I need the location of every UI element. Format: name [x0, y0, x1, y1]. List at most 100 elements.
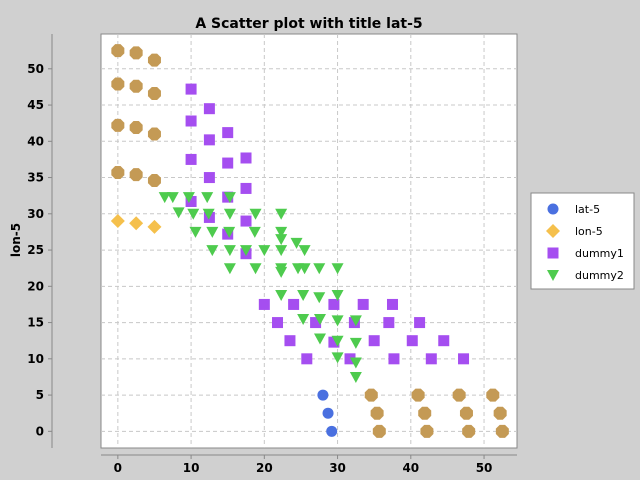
point-dummy1 [185, 153, 197, 165]
point-unnamed [147, 53, 161, 67]
y-tick-label: 10 [27, 352, 44, 366]
point-dummy1 [438, 335, 450, 347]
point-dummy1 [386, 298, 398, 310]
plot-area [100, 33, 518, 449]
point-dummy2 [313, 292, 326, 304]
point-dummy1 [310, 317, 322, 329]
point-dummy2 [275, 290, 288, 302]
point-dummy2 [349, 371, 362, 383]
point-dummy1 [328, 298, 340, 310]
y-tick-label: 20 [27, 279, 44, 293]
point-dummy1 [328, 336, 340, 348]
point-dummy1 [240, 152, 252, 164]
point-dummy1 [414, 317, 426, 329]
point-dummy2 [349, 357, 362, 369]
point-unnamed [147, 173, 161, 187]
point-dummy2 [275, 208, 288, 220]
point-dummy2 [331, 352, 344, 364]
point-dummy2 [313, 333, 326, 345]
point-unnamed [129, 46, 143, 60]
point-unnamed [372, 424, 386, 438]
point-dummy1 [185, 115, 197, 127]
y-tick-label: 50 [27, 62, 44, 76]
point-unnamed [111, 44, 125, 58]
point-dummy1 [288, 298, 300, 310]
x-axis-ticks: 0 10 20 30 40 50 [114, 455, 492, 475]
point-dummy2 [297, 313, 310, 325]
point-dummy1 [458, 353, 470, 365]
legend-label-dummy1: dummy1 [575, 247, 624, 260]
point-dummy2 [275, 226, 288, 238]
point-unnamed [129, 79, 143, 93]
point-dummy2 [182, 192, 195, 204]
legend-label-dummy2: dummy2 [575, 269, 624, 282]
point-dummy2 [249, 263, 262, 275]
point-dummy2 [290, 237, 303, 249]
point-dummy1 [203, 134, 215, 146]
point-dummy2 [201, 192, 214, 204]
point-dummy1 [301, 353, 313, 365]
point-unnamed [111, 118, 125, 132]
point-dummy2 [223, 226, 236, 238]
point-dummy1 [203, 172, 215, 184]
point-dummy1 [240, 215, 252, 227]
point-dummy2 [172, 207, 185, 219]
point-dummy2 [275, 234, 288, 246]
point-dummy2 [349, 337, 362, 349]
point-dummy1 [258, 298, 270, 310]
point-dummy2 [206, 226, 219, 238]
point-dummy2 [240, 245, 253, 257]
point-dummy1 [185, 83, 197, 95]
point-unnamed [495, 424, 509, 438]
point-dummy1 [383, 317, 395, 329]
point-dummy1 [185, 195, 197, 207]
point-dummy1 [406, 335, 418, 347]
point-lon-5 [129, 216, 144, 231]
x-tick-label: 10 [183, 461, 200, 475]
point-dummy1 [368, 335, 380, 347]
y-tick-label: 45 [27, 98, 44, 112]
point-unnamed [111, 165, 125, 179]
point-dummy1 [425, 353, 437, 365]
point-dummy2 [223, 192, 236, 204]
legend-marker-lat-5 [547, 203, 559, 215]
point-unnamed [411, 388, 425, 402]
y-tick-label: 15 [27, 316, 44, 330]
point-dummy2 [206, 245, 219, 257]
point-dummy1 [222, 127, 234, 139]
point-dummy2 [223, 263, 236, 275]
point-dummy2 [292, 263, 305, 275]
y-tick-label: 5 [36, 388, 44, 402]
point-lon-5 [147, 219, 162, 234]
point-dummy2 [275, 266, 288, 278]
point-dummy2 [298, 245, 311, 257]
point-dummy2 [275, 245, 288, 257]
x-tick-label: 40 [402, 461, 419, 475]
point-dummy2 [331, 335, 344, 347]
legend-marker-dummy1 [547, 247, 559, 259]
point-unnamed [147, 127, 161, 141]
point-dummy1 [272, 317, 284, 329]
point-dummy2 [223, 245, 236, 257]
point-dummy2 [331, 290, 344, 302]
x-tick-label: 0 [114, 461, 122, 475]
legend-label-lat-5: lat-5 [575, 203, 600, 216]
point-dummy2 [187, 208, 200, 220]
point-lat-5 [322, 407, 334, 419]
point-unnamed [459, 406, 473, 420]
point-dummy2 [331, 263, 344, 275]
point-lon-5 [110, 214, 125, 229]
y-axis-ticks: 0 5 10 15 20 25 30 35 40 45 50 [27, 62, 52, 438]
point-dummy1 [357, 298, 369, 310]
data-points [110, 44, 509, 438]
point-unnamed [493, 406, 507, 420]
x-tick-label: 30 [329, 461, 346, 475]
point-dummy2 [166, 192, 179, 204]
point-dummy2 [258, 245, 271, 257]
point-unnamed [129, 168, 143, 182]
point-dummy1 [388, 353, 400, 365]
point-dummy1 [284, 335, 296, 347]
point-unnamed [370, 406, 384, 420]
point-dummy2 [189, 226, 202, 238]
